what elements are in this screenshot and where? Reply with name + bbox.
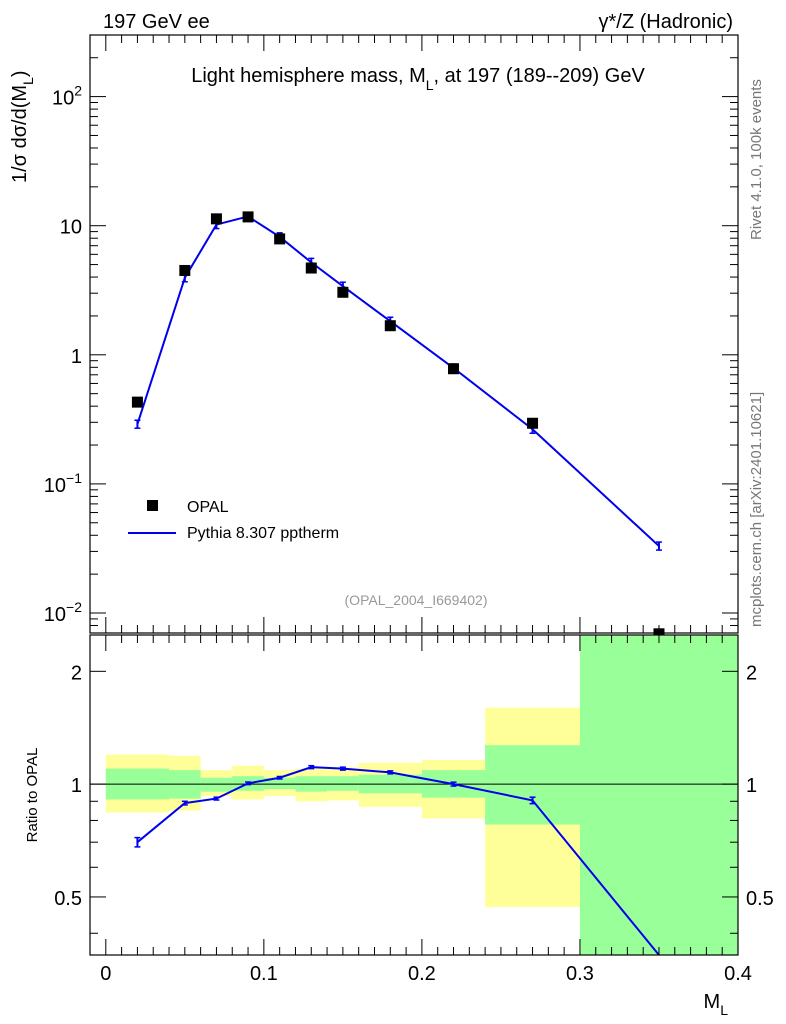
opal-data-point xyxy=(210,213,222,225)
y-axis-label-suffix: ) xyxy=(9,70,31,77)
x-tick-label: 0.4 xyxy=(724,963,752,985)
ratio-band-inner xyxy=(579,635,738,955)
ratio-band-inner xyxy=(327,776,359,791)
chart-title: Light hemisphere mass, ML, at 197 (189--… xyxy=(191,65,645,93)
legend-opal-marker xyxy=(147,500,158,511)
ratio-series-group xyxy=(134,764,660,955)
analysis-id-watermark: (OPAL_2004_I669402) xyxy=(345,592,488,608)
ratio-frame xyxy=(89,634,739,956)
main-frame xyxy=(89,34,739,634)
ratio-y-axis-label: Ratio to OPAL xyxy=(24,748,41,843)
x-axis-label-subscript: L xyxy=(720,1002,728,1018)
ratio-band-inner xyxy=(485,745,580,825)
y-axis-label-text: 1/σ dσ/d(M xyxy=(9,85,31,183)
y-tick-label: 102 xyxy=(52,83,82,110)
ratio-band-inner xyxy=(200,777,233,792)
y-tick-label-exponent: −2 xyxy=(66,599,82,615)
x-axis-label-text: M xyxy=(704,991,721,1013)
opal-data-point xyxy=(274,233,286,245)
ratio-y-tick-label-right: 1 xyxy=(746,775,757,797)
opal-data-point xyxy=(242,211,254,223)
x-tick-label: 0.2 xyxy=(408,963,436,985)
x-axis-label: ML xyxy=(704,991,729,1018)
y-tick-label-exponent: −1 xyxy=(66,470,82,486)
x-tick-label: 0.1 xyxy=(250,963,278,985)
opal-data-point xyxy=(384,320,396,332)
chart-title-suffix: , at 197 (189--209) GeV xyxy=(434,65,646,87)
y-axis-label-subscript: L xyxy=(20,77,36,85)
opal-data-point xyxy=(131,396,143,408)
mcplots-label: mcplots.cern.ch [arXiv:2401.10621] xyxy=(748,392,765,627)
x-tick-label: 0.3 xyxy=(566,963,594,985)
opal-data-point xyxy=(179,264,191,276)
opal-data-point xyxy=(305,262,317,274)
y-axis-label: 1/σ dσ/d(ML) xyxy=(9,70,36,183)
chart-title-text: Light hemisphere mass, M xyxy=(191,65,426,87)
legend-opal-label: OPAL xyxy=(187,499,229,516)
header-right-label: γ*/Z (Hadronic) xyxy=(599,11,733,33)
ratio-y-tick-label-left: 2 xyxy=(71,662,82,684)
y-tick-label: 10−2 xyxy=(44,599,82,626)
x-tick-label: 0 xyxy=(100,963,111,985)
y-tick-label-exponent: 2 xyxy=(74,83,82,99)
rivet-label: Rivet 4.1.0, 100k events xyxy=(748,79,765,240)
opal-data-point xyxy=(653,628,665,640)
opal-data-point xyxy=(527,417,539,429)
ratio-y-tick-label-left: 0.5 xyxy=(54,888,82,910)
opal-data-point xyxy=(448,363,460,375)
y-tick-label-base: 10 xyxy=(44,604,66,626)
y-tick-label-base: 10 xyxy=(44,475,66,497)
opal-data-point xyxy=(337,286,349,298)
legend-mc-label: Pythia 8.307 pptherm xyxy=(187,525,339,542)
ratio-y-tick-label-left: 1 xyxy=(71,775,82,797)
y-tick-label: 10 xyxy=(60,217,82,239)
chart-title-subscript: L xyxy=(426,77,434,93)
ratio-y-tick-label-right: 0.5 xyxy=(746,888,774,910)
ratio-panel: 0.5 0.5 1 1 2 2 0 0.1 0.2 0.3 0.4 Ratio to OPAL ML xyxy=(24,634,774,1018)
y-tick-label: 10−1 xyxy=(44,470,82,497)
y-tick-label-base: 10 xyxy=(52,88,74,110)
ratio-y-tick-label-right: 2 xyxy=(746,662,757,684)
y-tick-label: 1 xyxy=(71,346,82,368)
header-left-label: 197 GeV ee xyxy=(103,11,210,33)
ratio-band-inner xyxy=(263,777,296,790)
